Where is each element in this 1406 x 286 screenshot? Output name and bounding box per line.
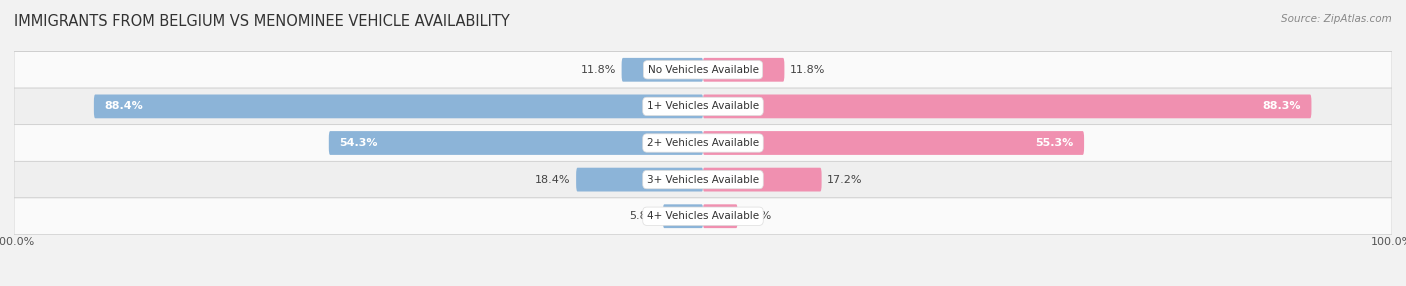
FancyBboxPatch shape <box>703 131 1084 155</box>
FancyBboxPatch shape <box>14 161 1392 198</box>
FancyBboxPatch shape <box>576 168 703 192</box>
Text: 88.4%: 88.4% <box>104 102 143 111</box>
Text: 17.2%: 17.2% <box>827 175 862 184</box>
Text: Source: ZipAtlas.com: Source: ZipAtlas.com <box>1281 14 1392 24</box>
Text: 11.8%: 11.8% <box>581 65 616 75</box>
FancyBboxPatch shape <box>14 198 1392 235</box>
FancyBboxPatch shape <box>703 204 738 228</box>
Text: No Vehicles Available: No Vehicles Available <box>648 65 758 75</box>
Text: 1+ Vehicles Available: 1+ Vehicles Available <box>647 102 759 111</box>
FancyBboxPatch shape <box>329 131 703 155</box>
Text: IMMIGRANTS FROM BELGIUM VS MENOMINEE VEHICLE AVAILABILITY: IMMIGRANTS FROM BELGIUM VS MENOMINEE VEH… <box>14 14 510 29</box>
FancyBboxPatch shape <box>703 168 821 192</box>
Text: 55.3%: 55.3% <box>1035 138 1074 148</box>
FancyBboxPatch shape <box>664 204 703 228</box>
FancyBboxPatch shape <box>94 94 703 118</box>
Text: 5.8%: 5.8% <box>628 211 658 221</box>
FancyBboxPatch shape <box>14 125 1392 161</box>
Text: 54.3%: 54.3% <box>339 138 378 148</box>
Text: 5.0%: 5.0% <box>742 211 772 221</box>
FancyBboxPatch shape <box>703 94 1312 118</box>
Text: 4+ Vehicles Available: 4+ Vehicles Available <box>647 211 759 221</box>
FancyBboxPatch shape <box>14 88 1392 125</box>
FancyBboxPatch shape <box>621 58 703 82</box>
Text: 18.4%: 18.4% <box>536 175 571 184</box>
FancyBboxPatch shape <box>14 51 1392 88</box>
Text: 11.8%: 11.8% <box>790 65 825 75</box>
FancyBboxPatch shape <box>703 58 785 82</box>
Text: 2+ Vehicles Available: 2+ Vehicles Available <box>647 138 759 148</box>
Text: 3+ Vehicles Available: 3+ Vehicles Available <box>647 175 759 184</box>
Text: 88.3%: 88.3% <box>1263 102 1301 111</box>
